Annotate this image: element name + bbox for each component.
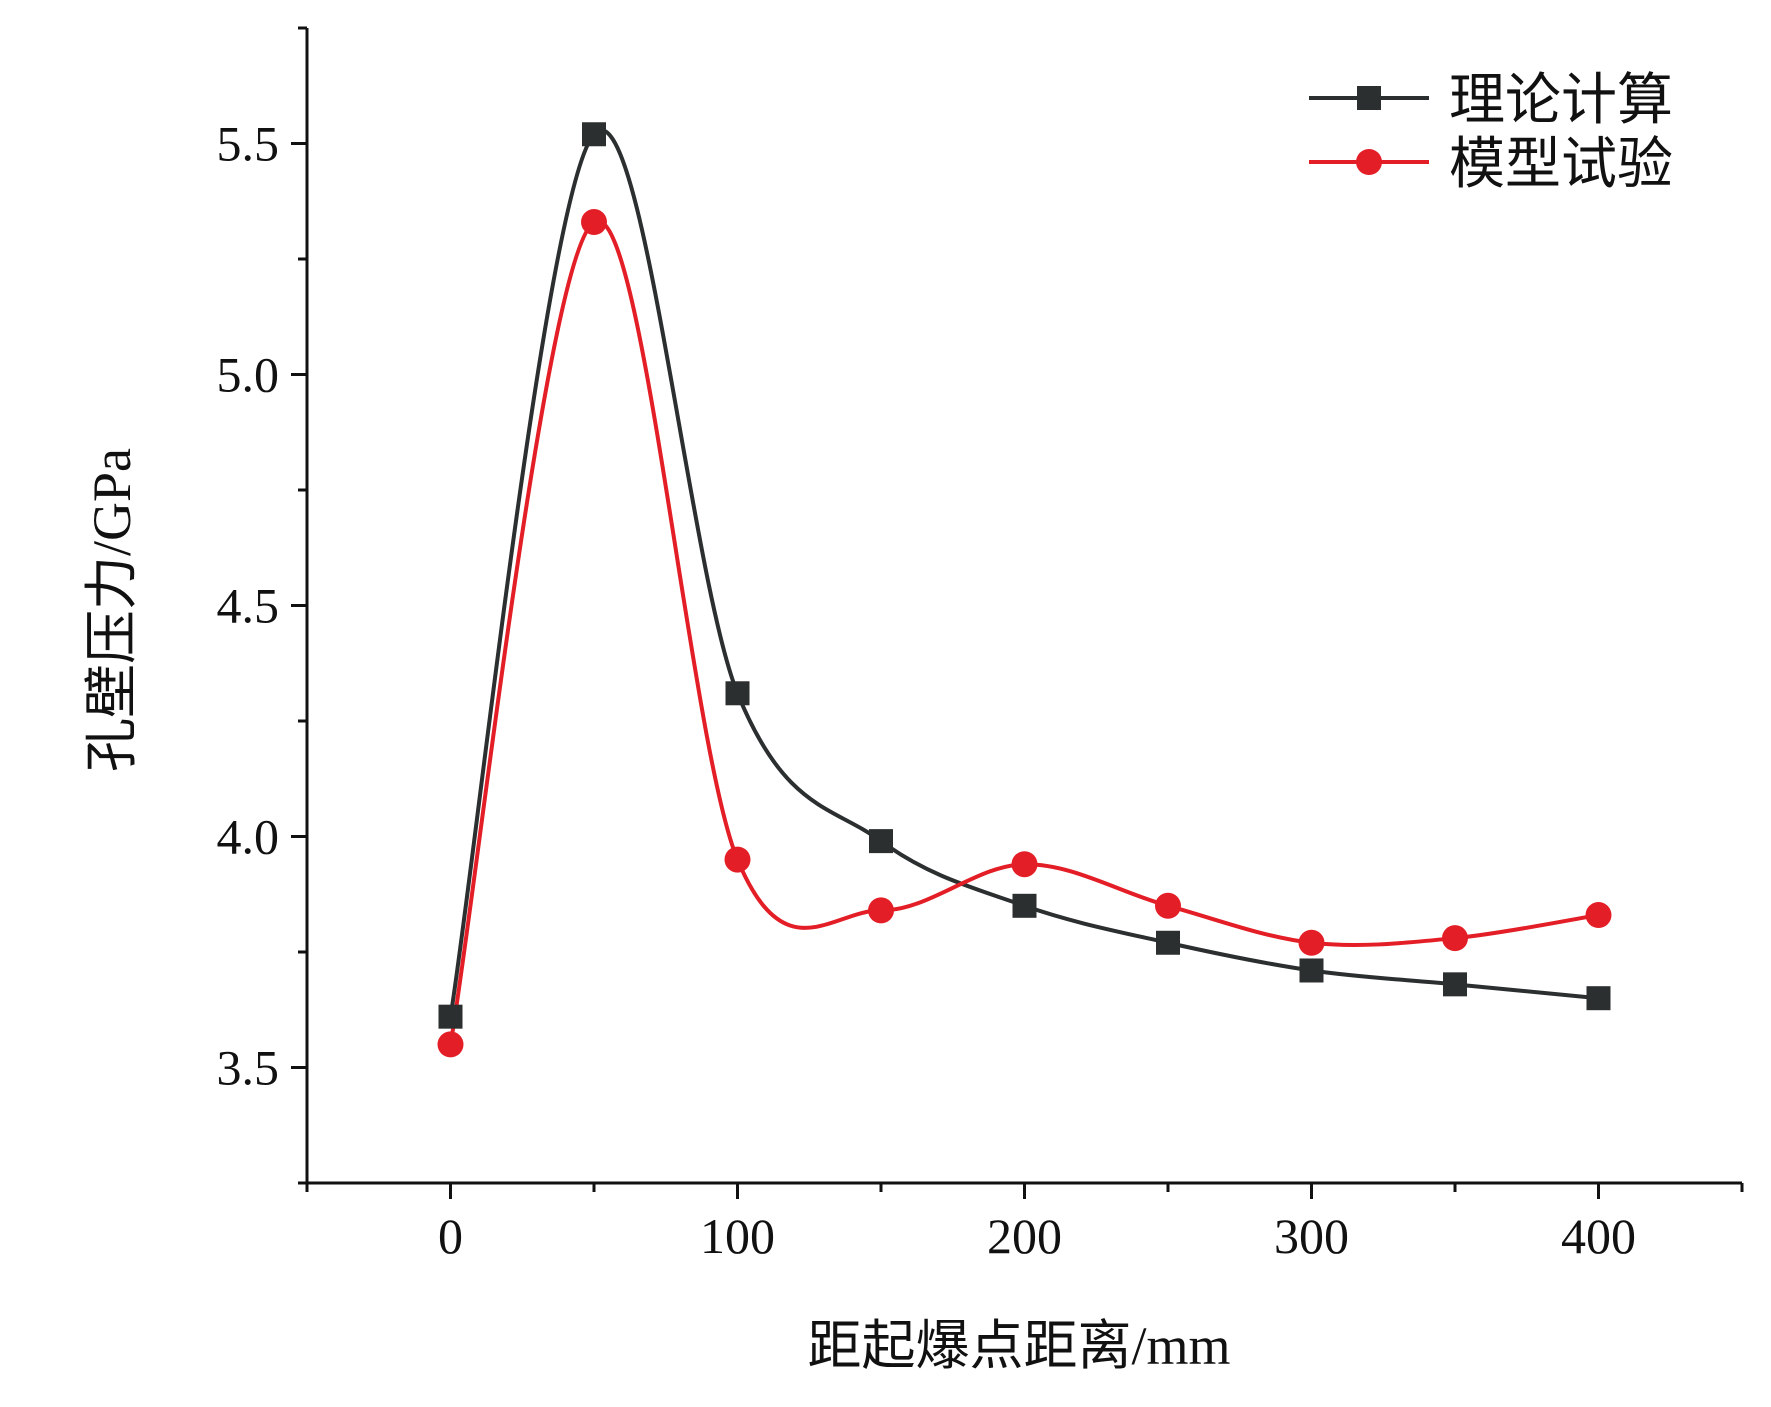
legend-marker-square bbox=[1357, 86, 1381, 110]
y-tick-label: 5.0 bbox=[217, 347, 280, 403]
x-tick-label: 200 bbox=[987, 1208, 1062, 1264]
data-point-circle bbox=[1585, 902, 1612, 929]
axis-ticks: 0 100 200 300 400 3.5 4.0 4.5 5.0 5.5 bbox=[217, 26, 1744, 1264]
data-point-square bbox=[1012, 893, 1037, 918]
y-axis-title: 孔壁压力/GPa bbox=[82, 448, 142, 772]
data-point-square bbox=[725, 681, 750, 706]
data-point-circle bbox=[1298, 929, 1325, 956]
y-tick-label: 5.5 bbox=[217, 116, 280, 172]
x-tick-label: 100 bbox=[700, 1208, 775, 1264]
data-point-square bbox=[869, 829, 893, 854]
y-tick-label: 3.5 bbox=[217, 1040, 280, 1096]
data-point-square bbox=[1586, 986, 1611, 1011]
data-point-circle bbox=[868, 897, 894, 924]
data-point-square bbox=[582, 122, 606, 147]
x-axis-title: 距起爆点距离/mm bbox=[807, 1316, 1230, 1376]
data-point-square bbox=[1299, 958, 1324, 983]
data-point-circle bbox=[724, 846, 751, 873]
data-point-circle bbox=[581, 209, 607, 236]
series-markers bbox=[437, 122, 1612, 1058]
series-line-1 bbox=[448, 218, 1599, 1045]
data-point-circle bbox=[1442, 925, 1468, 952]
data-point-square bbox=[1156, 930, 1180, 955]
x-tick-label: 400 bbox=[1561, 1208, 1636, 1264]
legend: 理论计算 模型试验 bbox=[1309, 70, 1673, 196]
series-line-0 bbox=[448, 128, 1599, 1018]
series-lines bbox=[448, 128, 1599, 1045]
data-point-circle bbox=[1011, 851, 1038, 878]
x-tick-label: 300 bbox=[1274, 1208, 1349, 1264]
y-tick-label: 4.0 bbox=[217, 809, 280, 865]
data-point-square bbox=[438, 1004, 463, 1029]
legend-label-theory: 理论计算 bbox=[1449, 70, 1673, 132]
legend-marker-circle bbox=[1356, 149, 1382, 175]
legend-label-experiment: 模型试验 bbox=[1449, 134, 1673, 196]
data-point-square bbox=[1443, 972, 1467, 997]
data-point-circle bbox=[1155, 892, 1181, 919]
x-tick-label: 0 bbox=[438, 1208, 463, 1264]
y-tick-label: 4.5 bbox=[217, 578, 280, 634]
axes bbox=[305, 28, 1742, 1185]
data-point-circle bbox=[437, 1031, 464, 1058]
